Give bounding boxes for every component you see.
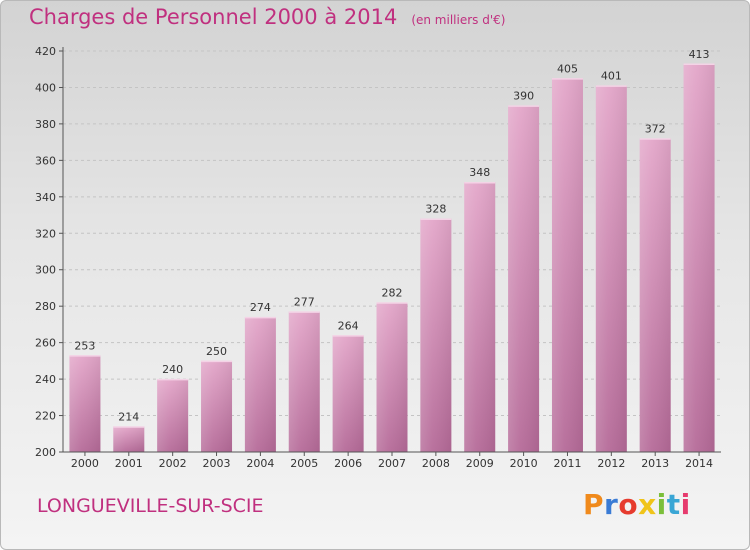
bar-sheen bbox=[639, 138, 671, 452]
y-tick-label: 280 bbox=[35, 300, 56, 313]
y-tick-label: 380 bbox=[35, 118, 56, 131]
bar-sheen bbox=[332, 335, 364, 452]
x-tick-label: 2014 bbox=[685, 457, 713, 470]
value-label: 328 bbox=[425, 203, 446, 216]
chart-title: Charges de Personnel 2000 à 2014 bbox=[29, 5, 398, 29]
bar-sheen bbox=[683, 63, 715, 452]
bar-sheen bbox=[201, 360, 233, 452]
bar-sheen bbox=[113, 426, 145, 452]
value-label: 413 bbox=[689, 48, 710, 61]
logo-letter: t bbox=[666, 488, 681, 521]
value-label: 240 bbox=[162, 363, 183, 376]
bar-sheen bbox=[157, 379, 189, 452]
place-name: LONGUEVILLE-SUR-SCIE bbox=[37, 495, 264, 517]
x-tick-label: 2005 bbox=[290, 457, 318, 470]
logo-letter: r bbox=[604, 488, 619, 521]
x-tick-label: 2008 bbox=[422, 457, 450, 470]
y-tick-label: 260 bbox=[35, 337, 56, 350]
bar-sheen bbox=[69, 355, 101, 452]
y-tick-label: 420 bbox=[35, 45, 56, 58]
x-tick-label: 2003 bbox=[203, 457, 231, 470]
value-label: 282 bbox=[382, 287, 403, 300]
value-label: 264 bbox=[338, 319, 359, 332]
y-tick-label: 300 bbox=[35, 264, 56, 277]
value-label: 214 bbox=[118, 410, 139, 423]
y-tick-label: 340 bbox=[35, 191, 56, 204]
x-tick-label: 2010 bbox=[510, 457, 538, 470]
value-label: 274 bbox=[250, 301, 271, 314]
value-label: 277 bbox=[294, 296, 315, 309]
bar-sheen bbox=[376, 302, 408, 452]
x-tick-label: 2007 bbox=[378, 457, 406, 470]
x-tick-label: 2006 bbox=[334, 457, 362, 470]
bar-sheen bbox=[244, 317, 276, 452]
title-block: Charges de Personnel 2000 à 2014 (en mill… bbox=[29, 5, 505, 29]
bar-sheen bbox=[508, 105, 540, 452]
y-tick-label: 240 bbox=[35, 373, 56, 386]
value-label: 401 bbox=[601, 70, 622, 83]
value-label: 405 bbox=[557, 62, 578, 75]
bar-sheen bbox=[551, 78, 583, 452]
x-tick-label: 2012 bbox=[597, 457, 625, 470]
value-label: 390 bbox=[513, 90, 534, 103]
y-tick-label: 400 bbox=[35, 81, 56, 94]
bar-sheen bbox=[464, 182, 496, 452]
value-label: 253 bbox=[74, 339, 95, 352]
bar-sheen bbox=[420, 218, 452, 452]
x-tick-label: 2011 bbox=[553, 457, 581, 470]
logo-letter: i bbox=[680, 488, 691, 521]
x-tick-label: 2013 bbox=[641, 457, 669, 470]
x-tick-label: 2000 bbox=[71, 457, 99, 470]
value-label: 250 bbox=[206, 345, 227, 358]
y-tick-label: 220 bbox=[35, 410, 56, 423]
value-label: 372 bbox=[645, 122, 666, 135]
chart-subtitle: (en milliers d'€) bbox=[411, 13, 506, 27]
logo-letter: o bbox=[618, 488, 639, 521]
y-tick-label: 320 bbox=[35, 227, 56, 240]
x-tick-label: 2009 bbox=[466, 457, 494, 470]
x-tick-label: 2002 bbox=[159, 457, 187, 470]
value-label: 348 bbox=[469, 166, 490, 179]
bar-sheen bbox=[595, 85, 627, 452]
y-tick-label: 360 bbox=[35, 154, 56, 167]
y-tick-label: 200 bbox=[35, 446, 56, 459]
x-tick-label: 2001 bbox=[115, 457, 143, 470]
logo-letter: P bbox=[583, 488, 605, 521]
x-tick-label: 2004 bbox=[246, 457, 274, 470]
logo-letter: i bbox=[656, 488, 667, 521]
bar-sheen bbox=[288, 311, 320, 452]
logo-letter: x bbox=[638, 488, 657, 521]
proxiti-logo: Proxiti bbox=[583, 488, 691, 521]
